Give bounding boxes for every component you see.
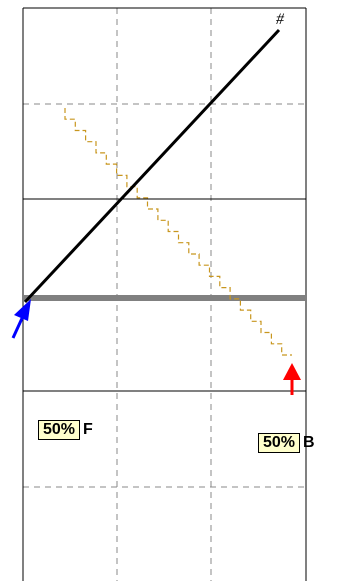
back-percent-label: 50% B — [258, 433, 315, 453]
back-tag: B — [303, 434, 315, 451]
corner-mark: # — [276, 11, 285, 28]
stair-step-line — [64, 108, 292, 356]
main-diagonal-line — [23, 28, 281, 304]
back-percent-value: 50% — [258, 433, 301, 453]
front-percent-value: 50% — [38, 420, 81, 440]
arrow-up-right-icon — [11, 299, 31, 339]
gray-band — [23, 295, 306, 301]
front-percent-label: 50% F — [38, 420, 93, 440]
dashed-grid — [23, 8, 306, 581]
arrow-up-icon — [283, 363, 301, 395]
solid-grid — [22, 7, 307, 581]
front-tag: F — [83, 421, 93, 438]
